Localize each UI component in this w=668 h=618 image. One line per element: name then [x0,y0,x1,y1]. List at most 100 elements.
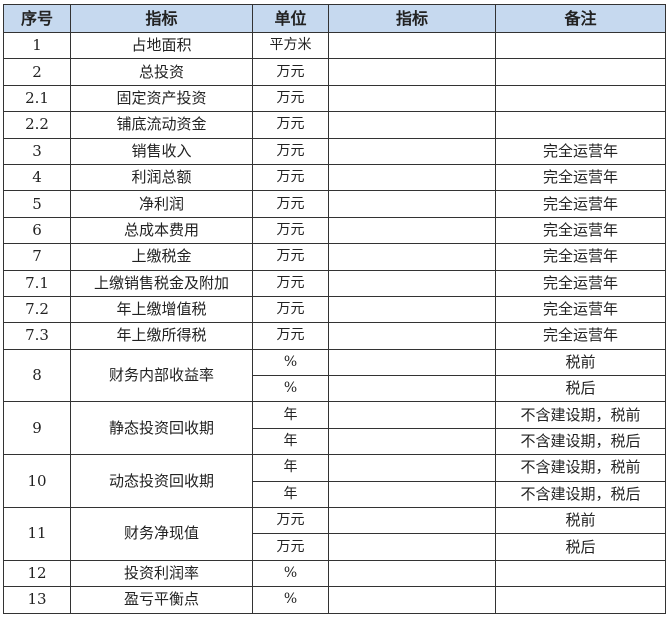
table-row: 4 利润总额 万元 完全运营年 [3,163,666,192]
indicator-table: 序号 指标 单位 指标 备注 1 占地面积 平方米 2 总投资 万元 2.1 固定资产投资 万元… [3,4,666,614]
unit-cell: 平方米 [252,31,329,60]
value-cell [328,163,496,192]
header-indicator: 指标 [70,4,253,33]
indicator-name-cell: 上缴税金 [70,243,253,271]
value-cell [328,58,496,86]
seq-cell: 4 [3,163,71,192]
unit-cell: 万元 [252,163,329,192]
remark-cell [495,586,666,614]
value-cell [328,269,496,297]
seq-cell: 2 [3,58,71,86]
table-row: 9 静态投资回收期年 不含建设期，税前 [3,401,666,456]
remark-cell: 税后 [495,533,666,561]
indicator-name-cell: 年上缴增值税 [70,295,253,324]
table-row: 11 财务净现值 万元 税前 [3,507,666,561]
unit-cell: 年 [252,480,329,509]
indicator-name-cell: 盈亏平衡点 [70,586,253,614]
unit-cell: 万元 [252,507,329,535]
indicator-name-cell: 铺底流动资金 [70,111,253,139]
value-cell [328,111,496,139]
unit-cell: 万元 [252,295,329,324]
unit-cell: 万元 [252,84,329,113]
seq-cell: 10 [3,454,71,509]
indicator-name-cell: 财务净现值 [70,507,253,561]
seq-cell: 11 [3,507,71,561]
value-cell [328,454,496,482]
unit-cell: 万元 [252,58,329,86]
indicator-name-cell: 静态投资回收期 [70,401,253,456]
seq-cell: 1 [3,31,71,60]
unit-cell: % [252,559,329,588]
unit-cell: 万元 [252,243,329,271]
indicator-name-cell: 总成本费用 [70,216,253,245]
header-unit: 单位 [252,4,329,33]
value-cell [328,295,496,324]
value-cell [328,348,496,377]
table-row: 7 上缴税金 万元 完全运营年 [3,243,666,271]
seq-cell: 6 [3,216,71,245]
unit-cell: 年 [252,454,329,482]
unit-cell: 年 [252,427,329,456]
remark-cell: 完全运营年 [495,322,666,350]
table-row: 7.3 年上缴所得税 万元 完全运营年 [3,322,666,350]
remark-cell [495,559,666,588]
indicator-name-cell: 销售收入 [70,137,253,165]
seq-cell: 8 [3,348,71,403]
header-value: 指标 [328,4,496,33]
seq-cell: 7.1 [3,269,71,297]
table-row: 2 总投资 万元 [3,58,666,86]
table-row: 6 总成本费用 万元 完全运营年 [3,216,666,245]
value-cell [328,586,496,614]
value-cell [328,559,496,588]
header-row: 序号 指标 单位 指标 备注 [3,4,666,33]
unit-cell: % [252,586,329,614]
unit-cell: % [252,375,329,403]
remark-cell [495,58,666,86]
unit-cell: 万元 [252,533,329,561]
value-cell [328,31,496,60]
unit-cell: 年 [252,401,329,429]
remark-cell: 完全运营年 [495,216,666,245]
remark-cell [495,111,666,139]
indicator-name-cell: 财务内部收益率 [70,348,253,403]
indicator-name-cell: 总投资 [70,58,253,86]
table-row: 年 不含建设期，税后 [4,480,666,509]
unit-cell: 万元 [252,322,329,350]
indicator-name-cell: 投资利润率 [70,559,253,588]
table-row: 年 不含建设期，税后 [4,427,666,456]
unit-cell: % [252,348,329,377]
seq-cell: 2.2 [3,111,71,139]
remark-cell: 不含建设期，税前 [495,401,666,429]
seq-cell: 7.2 [3,295,71,324]
indicator-name-cell: 动态投资回收期 [70,454,253,509]
value-cell [328,84,496,113]
unit-cell: 万元 [252,137,329,165]
remark-cell: 不含建设期，税前 [495,454,666,482]
remark-cell: 税前 [495,507,666,535]
value-cell [328,190,496,218]
value-cell [328,375,496,403]
table-row: 1 占地面积 平方米 [3,31,666,60]
remark-cell [495,31,666,60]
seq-cell: 7 [3,243,71,271]
indicator-name-cell: 年上缴所得税 [70,322,253,350]
remark-cell: 税前 [495,348,666,377]
table-row: 2.2 铺底流动资金 万元 [3,111,666,139]
remark-cell: 完全运营年 [495,137,666,165]
seq-cell: 12 [3,559,71,588]
table-row: 12 投资利润率% [3,559,666,588]
value-cell [328,507,496,535]
value-cell [328,322,496,350]
indicator-name-cell: 净利润 [70,190,253,218]
seq-cell: 9 [3,401,71,456]
indicator-name-cell: 固定资产投资 [70,84,253,113]
remark-cell: 完全运营年 [495,243,666,271]
indicator-name-cell: 上缴销售税金及附加 [70,269,253,297]
remark-cell: 完全运营年 [495,295,666,324]
table-row: 7.2 年上缴增值税 万元 完全运营年 [3,295,666,324]
value-cell [328,243,496,271]
table-row: 8 财务内部收益率% 税前 [3,348,666,403]
value-cell [328,216,496,245]
seq-cell: 2.1 [3,84,71,113]
table-row: 2.1 固定资产投资 万元 [3,84,666,113]
